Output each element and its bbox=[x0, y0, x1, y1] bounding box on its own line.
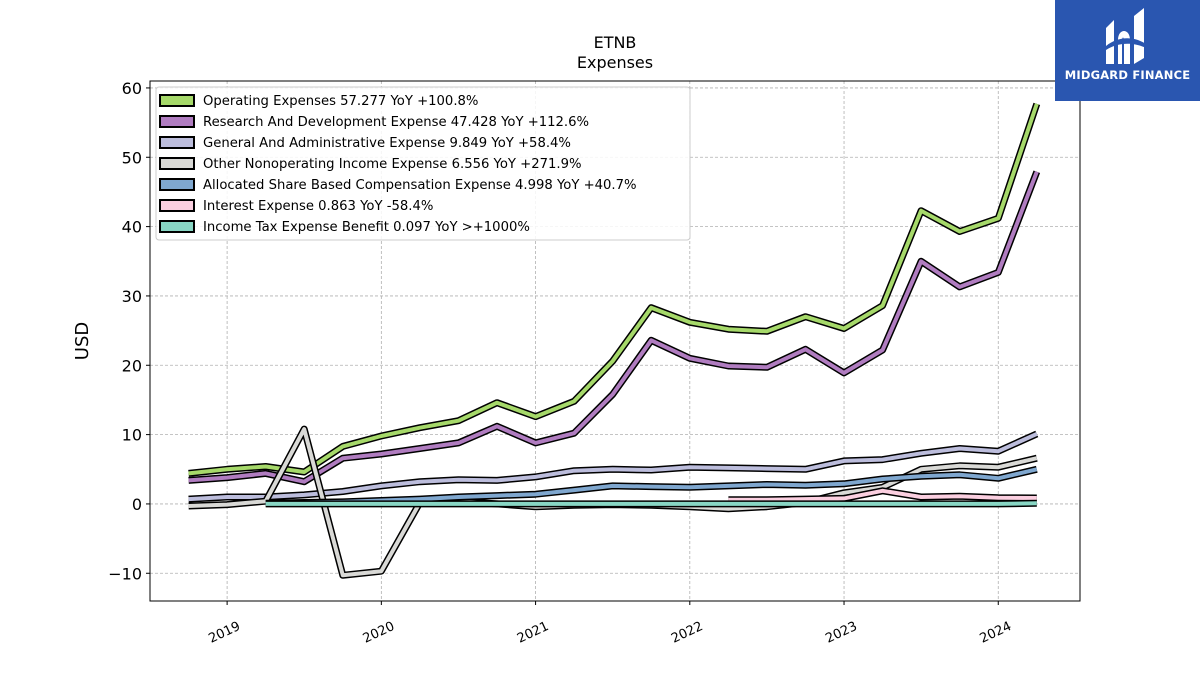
legend-swatch bbox=[159, 115, 195, 128]
legend-label: Operating Expenses 57.277 YoY +100.8% bbox=[203, 94, 478, 109]
legend-swatch bbox=[159, 157, 195, 170]
legend-swatch bbox=[159, 178, 195, 191]
logo-text: MIDGARD FINANCE bbox=[1064, 68, 1191, 82]
legend-item: Allocated Share Based Compensation Expen… bbox=[159, 178, 637, 193]
y-tick-label: 10 bbox=[122, 426, 142, 445]
series-line-3 bbox=[188, 430, 1039, 503]
chart-title: ETNB bbox=[594, 33, 637, 52]
y-axis-label: USD bbox=[72, 322, 93, 360]
legend-item: Research And Development Expense 47.428 … bbox=[159, 115, 589, 130]
legend-item: Other Nonoperating Income Expense 6.556 … bbox=[159, 157, 582, 172]
legend-label: Interest Expense 0.863 YoY -58.4% bbox=[203, 199, 433, 214]
series-stroke bbox=[265, 501, 1037, 506]
legend-item: Operating Expenses 57.277 YoY +100.8% bbox=[159, 94, 478, 109]
series-stroke bbox=[265, 467, 1038, 506]
y-tick-label: 60 bbox=[122, 79, 142, 98]
legend-swatch bbox=[159, 220, 195, 233]
legend-label: Other Nonoperating Income Expense 6.556 … bbox=[203, 157, 582, 172]
y-tick-label: 0 bbox=[132, 495, 142, 514]
y-tick-label: 20 bbox=[122, 356, 142, 375]
legend-swatch bbox=[159, 199, 195, 212]
legend-label: Research And Development Expense 47.428 … bbox=[203, 115, 589, 130]
midgard-finance-logo: MIDGARD FINANCE bbox=[1055, 0, 1200, 101]
midgard-logo-mark-icon bbox=[1106, 8, 1146, 64]
y-tick-label: 30 bbox=[122, 287, 142, 306]
legend-swatch bbox=[159, 136, 195, 149]
x-tick-label: 2023 bbox=[823, 619, 859, 647]
x-tick-label: 2021 bbox=[515, 619, 551, 647]
series-line-7 bbox=[265, 499, 1037, 508]
series-stroke bbox=[188, 171, 1039, 484]
series-line-5 bbox=[265, 465, 1038, 507]
series-line-2 bbox=[188, 170, 1041, 486]
legend: Operating Expenses 57.277 YoY +100.8% Res… bbox=[155, 86, 691, 241]
legend-label: Income Tax Expense Benefit 0.097 YoY >+1… bbox=[203, 220, 530, 235]
legend-swatch bbox=[159, 94, 195, 107]
x-tick-label: 2019 bbox=[206, 619, 242, 647]
x-tick-label: 2022 bbox=[669, 619, 705, 647]
legend-label: Allocated Share Based Compensation Expen… bbox=[203, 178, 637, 193]
y-tick-label: 50 bbox=[122, 148, 142, 167]
x-tick-label: 2020 bbox=[361, 619, 397, 647]
series-line-1 bbox=[188, 102, 1041, 477]
series-stroke bbox=[188, 432, 1038, 502]
x-tick-label: 2024 bbox=[978, 619, 1014, 647]
legend-item: Income Tax Expense Benefit 0.097 YoY >+1… bbox=[159, 220, 530, 235]
axes-frame bbox=[149, 80, 1081, 602]
series-line-6 bbox=[728, 487, 1037, 504]
series-stroke bbox=[728, 488, 1037, 502]
legend-label: General And Administrative Expense 9.849… bbox=[203, 136, 571, 151]
chart-subtitle: Expenses bbox=[577, 53, 653, 72]
legend-item: General And Administrative Expense 9.849… bbox=[159, 136, 571, 151]
y-tick-label: −10 bbox=[108, 564, 142, 583]
legend-box bbox=[155, 86, 691, 241]
y-tick-label: 40 bbox=[122, 218, 142, 237]
series-stroke bbox=[188, 103, 1039, 476]
legend-item: Interest Expense 0.863 YoY -58.4% bbox=[159, 199, 433, 214]
